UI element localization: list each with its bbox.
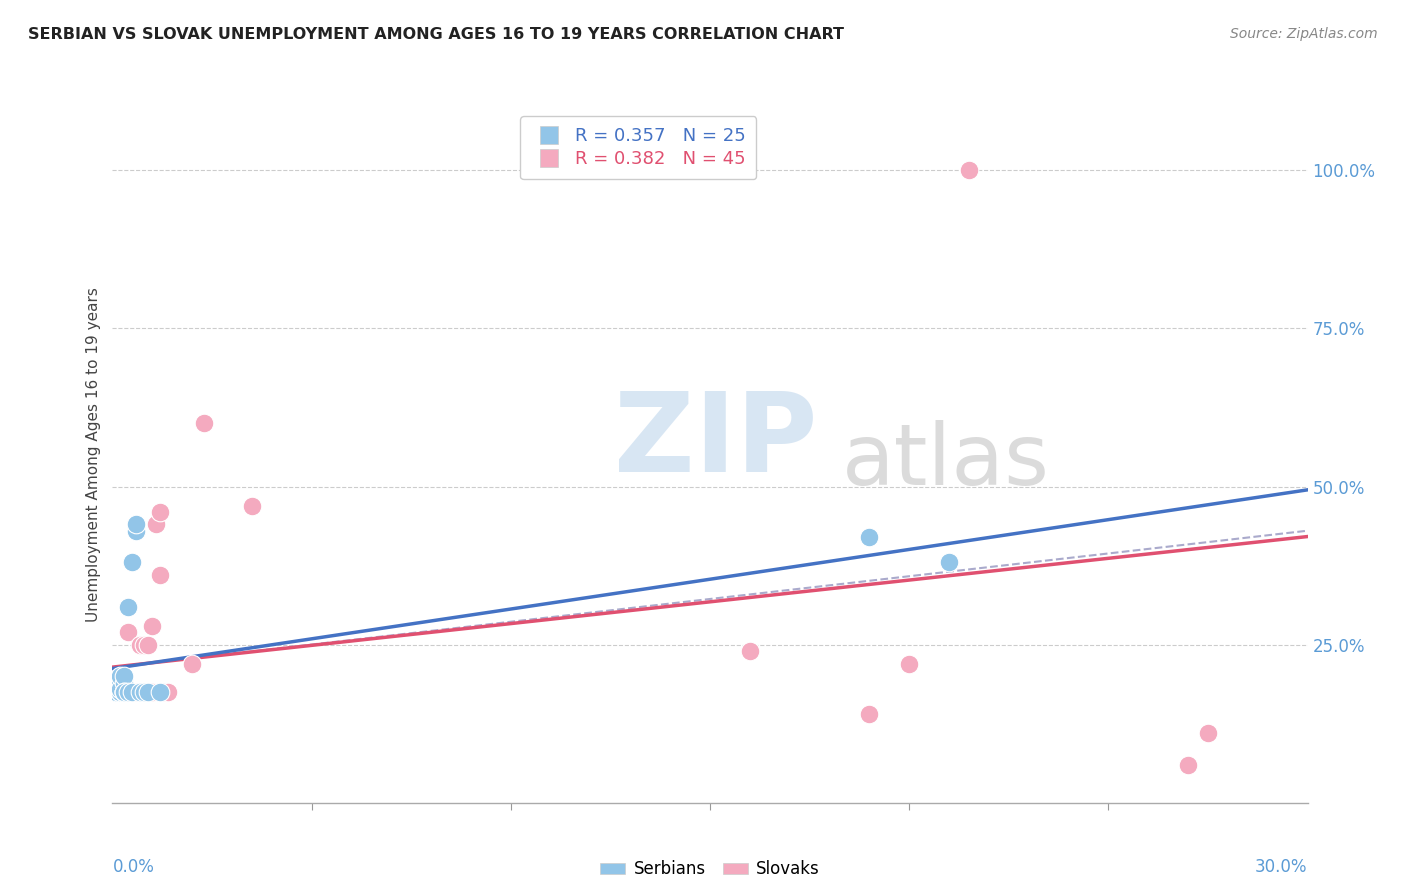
Point <box>110 685 132 699</box>
Point <box>1177 757 1199 772</box>
Point <box>957 163 980 178</box>
Point <box>105 685 128 699</box>
Point <box>114 685 135 699</box>
Point <box>121 685 143 699</box>
Point <box>193 417 215 431</box>
Text: Source: ZipAtlas.com: Source: ZipAtlas.com <box>1230 27 1378 41</box>
Point <box>240 499 263 513</box>
Point <box>134 685 156 699</box>
Point <box>117 685 139 699</box>
Point <box>117 685 139 699</box>
Point <box>134 685 156 699</box>
Point <box>898 657 921 671</box>
Point <box>141 685 163 699</box>
Point <box>117 625 139 640</box>
Point <box>738 644 761 658</box>
Point <box>938 556 960 570</box>
Point <box>121 685 143 699</box>
Point <box>110 681 132 696</box>
Point <box>181 657 204 671</box>
Point <box>129 685 152 699</box>
Point <box>157 685 180 699</box>
Point <box>114 685 135 699</box>
Text: ZIP: ZIP <box>614 387 818 494</box>
Point <box>125 685 148 699</box>
Point <box>145 517 167 532</box>
Point <box>121 685 143 699</box>
Point <box>858 707 880 722</box>
Point <box>125 524 148 538</box>
Point <box>114 685 135 699</box>
Point <box>110 685 132 699</box>
Point <box>129 638 152 652</box>
Point <box>125 685 148 699</box>
Point <box>110 685 132 699</box>
Point <box>105 685 128 699</box>
Point <box>117 685 139 699</box>
Text: 0.0%: 0.0% <box>112 858 155 877</box>
Point <box>110 685 132 699</box>
Point <box>114 685 135 699</box>
Point <box>114 685 135 699</box>
Point <box>110 669 132 683</box>
Point <box>114 685 135 699</box>
Point <box>114 685 135 699</box>
Point <box>153 685 176 699</box>
Point <box>134 638 156 652</box>
Point <box>105 675 128 690</box>
Point <box>117 685 139 699</box>
Point <box>121 685 143 699</box>
Text: SERBIAN VS SLOVAK UNEMPLOYMENT AMONG AGES 16 TO 19 YEARS CORRELATION CHART: SERBIAN VS SLOVAK UNEMPLOYMENT AMONG AGE… <box>28 27 844 42</box>
Point <box>149 685 172 699</box>
Point <box>149 505 172 519</box>
Point <box>153 685 176 699</box>
Point <box>125 517 148 532</box>
Point <box>114 669 135 683</box>
Point <box>138 638 160 652</box>
Point <box>138 685 160 699</box>
Point <box>110 685 132 699</box>
Point <box>117 599 139 614</box>
Point <box>121 556 143 570</box>
Point <box>105 685 128 699</box>
Point <box>1197 726 1219 740</box>
Point <box>149 568 172 582</box>
Point <box>141 618 163 632</box>
Point <box>114 675 135 690</box>
Text: atlas: atlas <box>841 420 1049 503</box>
Point <box>110 685 132 699</box>
Point <box>105 685 128 699</box>
Point <box>858 530 880 544</box>
Point <box>114 685 135 699</box>
Point <box>110 685 132 699</box>
Text: 30.0%: 30.0% <box>1256 858 1308 877</box>
Y-axis label: Unemployment Among Ages 16 to 19 years: Unemployment Among Ages 16 to 19 years <box>86 287 101 623</box>
Point <box>121 685 143 699</box>
Point <box>105 685 128 699</box>
Legend: Serbians, Slovaks: Serbians, Slovaks <box>593 854 827 885</box>
Point <box>129 685 152 699</box>
